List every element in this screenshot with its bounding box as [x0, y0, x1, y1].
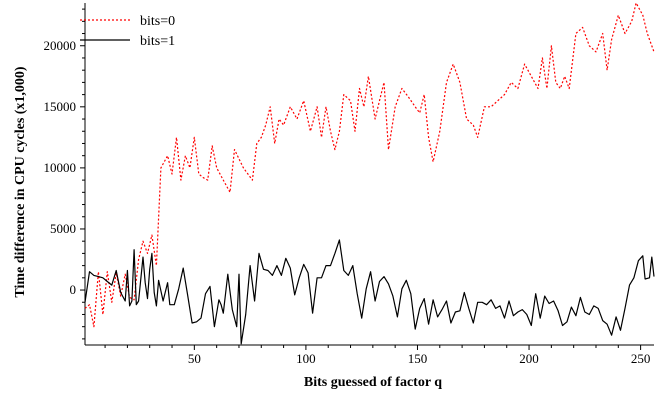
x-tick-label: 150 [408, 351, 428, 366]
x-axis-ticks: 50 100 150 200 250 [104, 345, 651, 366]
series-line-bits1 [84, 239, 655, 345]
x-tick-label: 250 [631, 351, 651, 366]
x-tick-label: 50 [188, 351, 201, 366]
x-tick-label: 100 [296, 351, 316, 366]
y-tick-label: 0 [70, 282, 77, 297]
y-tick-label: 15000 [44, 99, 77, 114]
y-tick-label: 10000 [44, 160, 77, 175]
x-axis-title: Bits guessed of factor q [304, 375, 442, 390]
plot-frame [84, 3, 654, 346]
legend-label-bits0: bits=0 [140, 14, 175, 29]
legend-label-bits1: bits=1 [140, 34, 175, 49]
series-layer [84, 2, 655, 345]
y-tick-label: 5000 [50, 221, 76, 236]
y-axis-ticks: 0 5000 10000 15000 20000 [44, 8, 85, 340]
legend: bits=0 bits=1 [80, 14, 175, 49]
y-tick-label: 20000 [44, 38, 77, 53]
series-line-bits0 [84, 2, 655, 328]
x-tick-label: 200 [519, 351, 539, 366]
y-axis-title: Time difference in CPU cycles (x1,000) [13, 66, 28, 298]
